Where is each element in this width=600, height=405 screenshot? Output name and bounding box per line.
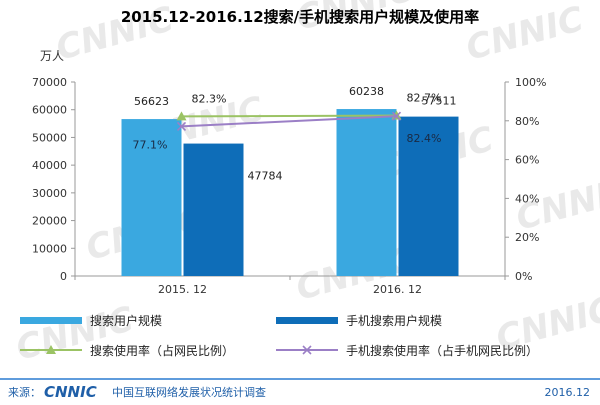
bar-data-label: 57511 — [422, 95, 457, 108]
axes: 0 10000 20000 30000 40000 50000 60000 70000 0% 20… — [32, 76, 546, 296]
watermark-mark: CNNIC — [462, 0, 588, 69]
rate-point — [176, 111, 187, 121]
legend-item: 搜索用户规模 — [20, 313, 162, 328]
bar — [336, 109, 397, 276]
legend-swatch — [20, 317, 82, 324]
bar — [398, 116, 459, 277]
legend-swatch — [276, 317, 338, 324]
y-tick-label: 20000 — [32, 215, 67, 228]
y2-tick-label: 100% — [515, 76, 546, 89]
bar — [121, 119, 182, 277]
rate-point — [391, 111, 402, 121]
y2-tick-label: 40% — [515, 192, 539, 205]
rate-data-label: 82.4% — [407, 132, 442, 145]
y2-tick-label: 80% — [515, 115, 539, 128]
y-tick-label: 50000 — [32, 131, 67, 144]
y2-tick-label: 0% — [515, 270, 532, 283]
footer-date: 2016.12 — [545, 386, 591, 399]
y-tick-label: 0 — [60, 270, 67, 283]
y-tick-label: 30000 — [32, 187, 67, 200]
rate-data-label: 82.3% — [192, 92, 227, 105]
legend-marker — [46, 345, 56, 354]
chart-title: 2015.12-2016.12搜索/手机搜索用户规模及使用率 — [121, 8, 479, 26]
y-tick-label: 70000 — [32, 76, 67, 89]
bar-data-label: 47784 — [248, 170, 283, 183]
legend-label: 搜索使用率（占网民比例） — [90, 343, 234, 358]
y-tick-label: 60000 — [32, 104, 67, 117]
rate-data-label: 82.7% — [407, 92, 442, 105]
legend-label: 手机搜索使用率（占手机网民比例） — [346, 343, 538, 358]
legend-item: 搜索使用率（占网民比例） — [20, 343, 234, 358]
data-labels: 56623 60238 47784 57511 82.3% 82.7% 77.1% 82.4% — [133, 85, 457, 183]
legend-label: 手机搜索用户规模 — [346, 313, 442, 328]
y-tick-label: 40000 — [32, 159, 67, 172]
legend-label: 搜索用户规模 — [90, 313, 162, 328]
rate-point — [176, 121, 187, 131]
watermark-mark: CNNIC — [12, 299, 138, 369]
x-tick-label: 2016. 12 — [373, 283, 422, 296]
legend-item: 手机搜索用户规模 — [276, 313, 442, 328]
rate-data-label: 77.1% — [133, 138, 168, 151]
bars — [121, 109, 459, 277]
bar-data-label: 60238 — [349, 85, 384, 98]
rate-lines — [176, 110, 402, 131]
y2-tick-label: 60% — [515, 154, 539, 167]
y-tick-label: 10000 — [32, 242, 67, 255]
cnnic-logo: CNNIC — [44, 383, 97, 401]
rate-point-stroke — [176, 121, 187, 131]
rate-line — [181, 115, 397, 128]
bar-data-label: 56623 — [134, 95, 169, 108]
legend-marker — [302, 345, 312, 355]
y-axis-unit: 万人 — [40, 49, 64, 63]
x-tick-label: 2015. 12 — [158, 283, 207, 296]
bar — [183, 143, 244, 276]
footer-source-label: 来源： — [8, 385, 41, 399]
y2-tick-label: 20% — [515, 231, 539, 244]
legend-item: 手机搜索使用率（占手机网民比例） — [276, 343, 538, 358]
footer-org: 中国互联网络发展状况统计调查 — [112, 385, 266, 399]
rate-point-stroke — [391, 111, 402, 121]
rate-line — [181, 114, 397, 118]
